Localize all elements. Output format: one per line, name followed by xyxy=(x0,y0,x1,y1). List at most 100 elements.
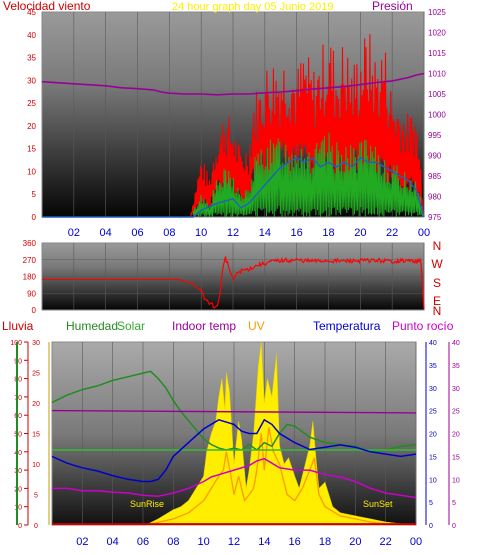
temperature-series xyxy=(51,418,417,483)
direction-tick-label: 90 xyxy=(27,289,36,298)
pressure-axis-title: Presión xyxy=(372,0,413,13)
indoor-temp-series xyxy=(51,409,417,414)
compass-label: S xyxy=(433,276,441,290)
dew-point-series xyxy=(52,457,417,499)
temperature-tick-label: 5 xyxy=(429,500,433,507)
wind-tick-label: 40 xyxy=(27,31,36,40)
time-tick-label: 10 xyxy=(198,536,210,548)
time-tick-label: 02 xyxy=(76,536,88,548)
temperature-axis-title: Temperatura xyxy=(313,319,381,333)
wind-average-series xyxy=(42,156,425,218)
pressure-tick-label: 990 xyxy=(428,152,442,161)
temperature-tick-label: 0 xyxy=(429,523,433,530)
direction-panel-series xyxy=(42,256,425,310)
time-tick-label: 06 xyxy=(137,536,149,548)
time-tick-label: 06 xyxy=(131,227,143,239)
pressure-tick-label: 980 xyxy=(428,193,442,202)
time-tick-label: 04 xyxy=(100,227,112,239)
time-tick-label: 04 xyxy=(107,536,119,548)
wind-direction-series xyxy=(42,256,425,310)
pressure-tick-label: 1020 xyxy=(428,29,446,38)
rain-tick-label: 60 xyxy=(14,413,22,420)
direction-tick-label: 360 xyxy=(23,239,37,248)
time-tick-label: 12 xyxy=(228,536,240,548)
dew-tick-label: 15 xyxy=(452,454,460,461)
wind-time-axis: 02 04 06 08 10 12 14 16 18 20 22 00 xyxy=(68,227,430,239)
dew-tick-label: 40 xyxy=(452,340,460,347)
direction-tick-label: 0 xyxy=(32,306,37,315)
uv-axis-title: UV xyxy=(248,319,265,333)
dew-tick-label: 5 xyxy=(452,500,456,507)
compass-label: E xyxy=(433,294,441,308)
time-tick-label: 10 xyxy=(195,227,207,239)
time-tick-label: 00 xyxy=(418,227,430,239)
compass-label: N xyxy=(433,304,442,318)
solar-tick-label: 0 xyxy=(34,523,38,530)
indoor-temp-axis-title: Indoor temp xyxy=(172,319,236,333)
rain-tick-label: 20 xyxy=(14,486,22,493)
pressure-tick-label: 1010 xyxy=(428,70,446,79)
time-tick-label: 14 xyxy=(258,536,270,548)
time-tick-label: 12 xyxy=(227,227,239,239)
rain-tick-label: 0 xyxy=(18,523,22,530)
sunset-label: SunSet xyxy=(363,499,393,509)
sunrise-label: SunRise xyxy=(130,499,164,509)
rain-tick-label: 90 xyxy=(14,358,22,365)
pressure-tick-label: 1015 xyxy=(428,49,446,58)
time-tick-label: 18 xyxy=(322,227,334,239)
climate-panel-axes: 1009080706050403020100302520151050404035… xyxy=(10,340,460,530)
time-tick-label: 22 xyxy=(380,536,392,548)
time-tick-label: 22 xyxy=(386,227,398,239)
time-tick-label: 08 xyxy=(167,536,179,548)
dew-tick-label: 30 xyxy=(452,386,460,393)
rain-tick-label: 70 xyxy=(14,395,22,402)
direction-left-axis: 360 270 180 90 0 xyxy=(23,239,37,315)
pressure-tick-label: 1005 xyxy=(428,90,446,99)
pressure-tick-label: 1025 xyxy=(428,8,446,17)
wind-panel-series xyxy=(41,34,425,218)
humidity-axis-title: Humedad xyxy=(66,319,118,333)
wind-tick-label: 15 xyxy=(27,145,36,154)
rain-tick-label: 50 xyxy=(14,432,22,439)
wind-left-axis: 45 40 35 30 25 20 15 10 5 0 xyxy=(27,8,36,222)
graph-title: 24 hour graph day 05 Junio 2019 xyxy=(172,1,333,13)
time-tick-label: 16 xyxy=(291,227,303,239)
wind-tick-label: 30 xyxy=(27,76,36,85)
dew-point-axis-title: Punto rocío xyxy=(392,319,454,333)
compass-label: N xyxy=(433,239,442,253)
climate-panel-series xyxy=(51,341,417,526)
compass-label: W xyxy=(431,257,443,271)
temperature-tick-label: 40 xyxy=(429,340,437,347)
time-tick-label: 02 xyxy=(68,227,80,239)
pressure-tick-label: 1000 xyxy=(428,111,446,120)
rain-tick-label: 10 xyxy=(14,505,22,512)
wind-speed-series xyxy=(192,132,425,218)
pressure-tick-label: 995 xyxy=(428,131,442,140)
wind-tick-label: 20 xyxy=(27,122,36,131)
time-tick-label: 16 xyxy=(289,536,301,548)
solar-tick-label: 20 xyxy=(32,401,40,408)
time-tick-label: 08 xyxy=(163,227,175,239)
wind-tick-label: 10 xyxy=(27,167,36,176)
climate-time-axis: 02 04 06 08 10 12 14 16 18 20 22 00 xyxy=(76,536,422,548)
temperature-tick-label: 35 xyxy=(429,363,437,370)
wind-tick-label: 25 xyxy=(27,99,36,108)
dew-tick-label: 35 xyxy=(452,363,460,370)
temperature-tick-label: 30 xyxy=(429,386,437,393)
dew-tick-label: 0 xyxy=(452,523,456,530)
temperature-tick-label: 20 xyxy=(429,432,437,439)
direction-tick-label: 270 xyxy=(23,256,37,265)
temperature-tick-label: 15 xyxy=(429,454,437,461)
pressure-series xyxy=(41,72,425,96)
dew-tick-label: 20 xyxy=(452,432,460,439)
solar-axis-title: Solar xyxy=(117,319,145,333)
temperature-tick-label: 10 xyxy=(429,477,437,484)
dew-tick-label: 10 xyxy=(452,477,460,484)
rain-tick-label: 40 xyxy=(14,450,22,457)
time-tick-label: 20 xyxy=(354,227,366,239)
wind-tick-label: 35 xyxy=(27,54,36,63)
wind-axis-title: Velocidad viento xyxy=(3,0,91,13)
